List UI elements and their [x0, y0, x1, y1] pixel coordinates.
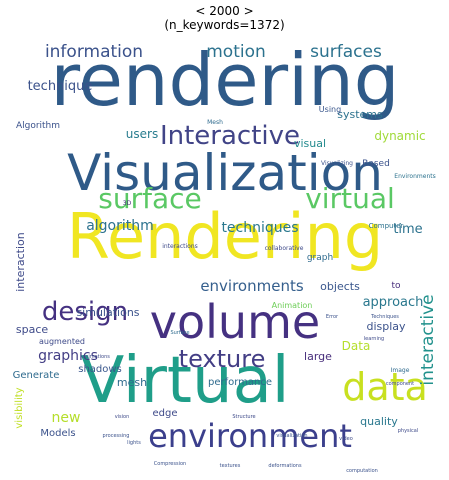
word-generate: Generate	[13, 370, 60, 381]
word-animation: Animation	[272, 301, 313, 310]
word-error: Error	[326, 314, 339, 320]
word-algorithm: Algorithm	[16, 121, 60, 131]
word-mesh: mesh	[117, 376, 147, 389]
word-processing: processing	[103, 433, 130, 439]
word-shadows: shadows	[78, 364, 122, 375]
word-3d: 3D	[123, 200, 132, 207]
word-quality: quality	[360, 415, 398, 428]
word-visualization: visualization	[276, 433, 307, 439]
word-design: design	[42, 297, 128, 327]
word-techniques: Techniques	[370, 314, 399, 320]
word-vision: vision	[115, 414, 130, 420]
word-texture: texture	[179, 345, 266, 373]
word-data: data	[342, 365, 428, 409]
word-motion: motion	[206, 42, 266, 62]
word-physical: physical	[398, 428, 419, 434]
word-visibility: visibility	[14, 387, 25, 428]
word-technique: technique	[28, 79, 93, 94]
word-systems: systems	[337, 108, 383, 121]
word-surfaces: surfaces	[310, 42, 382, 62]
word-image: Image	[391, 367, 410, 374]
word-deformations: deformations	[268, 463, 302, 469]
word-lights: lights	[127, 440, 141, 446]
word-visualization: Visualization	[67, 144, 383, 202]
word-algorithm: algorithm	[86, 218, 154, 234]
word-dynamic: dynamic	[374, 129, 425, 143]
word-techniques: techniques	[221, 220, 298, 236]
word-time: time	[393, 222, 422, 237]
word-mesh: Mesh	[207, 119, 223, 126]
word-new: new	[52, 410, 81, 426]
word-computation: computation	[346, 468, 378, 474]
word-information: information	[45, 42, 143, 62]
word-environments: environments	[200, 277, 304, 295]
word-graph: graph	[307, 253, 333, 263]
word-simulations: simulations	[76, 306, 139, 319]
word-rendering: rendering	[51, 38, 400, 122]
word-learning: learning	[364, 336, 384, 342]
word-visualizing: Visualizing	[321, 160, 353, 167]
word-interaction: interaction	[14, 232, 27, 292]
word-large: large	[304, 350, 332, 363]
word-users: users	[126, 127, 158, 141]
chart-title-line1: < 2000 >	[195, 4, 254, 18]
word-interactions: interactions	[162, 243, 198, 250]
chart-title: < 2000 > (n_keywords=1372)	[0, 4, 449, 32]
word-surface: surface	[98, 182, 201, 215]
word-volume: volume	[150, 295, 320, 349]
word-textures: textures	[220, 463, 241, 469]
word-interactive: Interactive	[160, 121, 300, 151]
word-virtual: Virtual	[80, 344, 289, 418]
word-performance: performance	[208, 377, 272, 388]
word-virtual: virtual	[305, 182, 395, 215]
word-approach: approach	[363, 295, 424, 310]
word-using: Using	[319, 105, 341, 114]
word-component: component	[386, 381, 414, 387]
chart-title-line2: (n_keywords=1372)	[164, 18, 285, 32]
word-objects: objects	[320, 280, 360, 293]
word-display: display	[366, 320, 406, 333]
word-surface: Surface	[170, 330, 189, 336]
word-animations: animations	[82, 354, 110, 360]
word-environments: Environments	[394, 173, 435, 180]
word-models: Models	[40, 428, 75, 439]
word-based: Based	[362, 159, 390, 169]
word-compression: Compression	[154, 461, 186, 467]
word-data: Data	[342, 339, 371, 353]
word-to: to	[391, 281, 401, 291]
word-space: space	[16, 323, 49, 336]
word-video: video	[339, 436, 353, 442]
word-rendering: Rendering	[67, 200, 384, 273]
word-augmented: augmented	[39, 337, 85, 346]
word-collaborative: collaborative	[265, 245, 304, 252]
word-interactive: interactive	[418, 294, 438, 385]
word-structure: Structure	[232, 414, 255, 420]
word-visual: visual	[294, 137, 326, 150]
word-environment: environment	[148, 417, 352, 455]
word-edge: edge	[153, 408, 178, 419]
word-graphics: graphics	[38, 348, 98, 364]
word-computer: Computer	[369, 222, 404, 230]
